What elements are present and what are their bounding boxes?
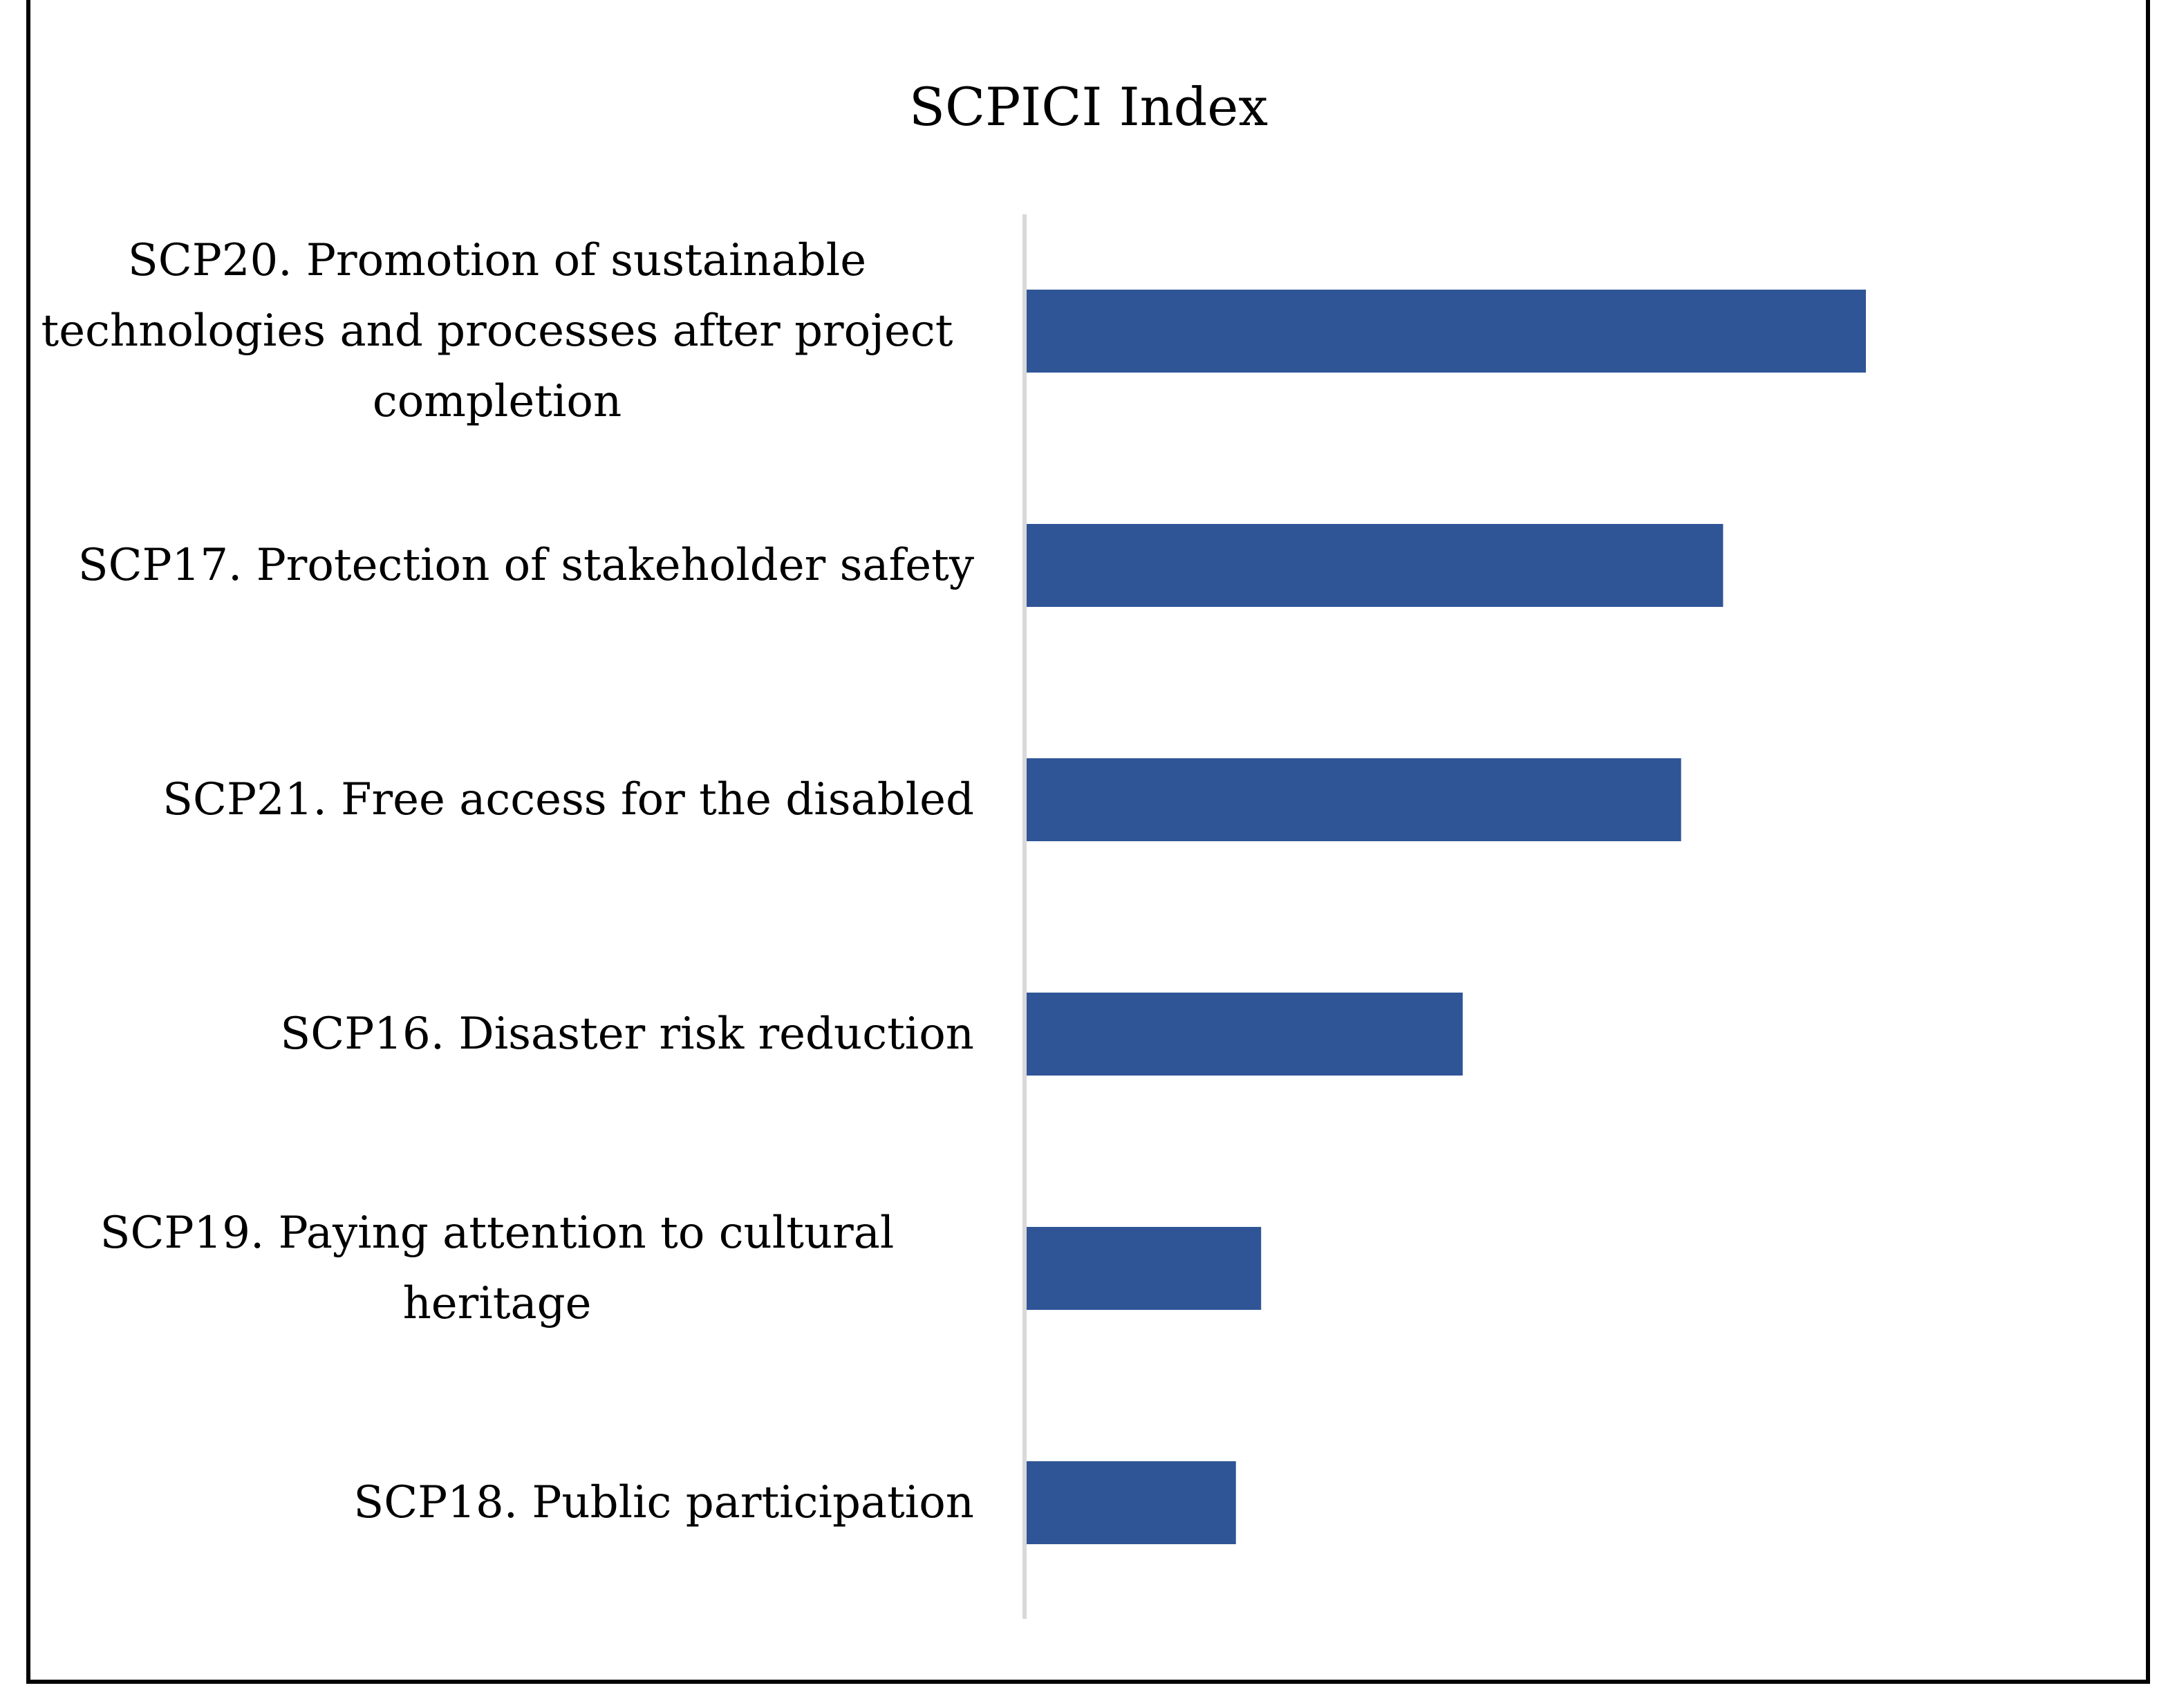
bar [1026, 1461, 1236, 1544]
category-label: SCP18. Public participation [20, 1467, 974, 1538]
category-label-line: SCP17. Protection of stakeholder safety [77, 540, 974, 591]
category-label-line: completion [372, 376, 622, 427]
bar [1026, 290, 1866, 373]
bar [1026, 993, 1463, 1076]
bar [1026, 524, 1723, 607]
category-label: SCP19. Paying attention to cultural herit… [20, 1198, 974, 1339]
category-label-line: SCP19. Paying attention to cultural [100, 1208, 895, 1259]
category-label-line: SCP21. Free access for the disabled [162, 774, 974, 825]
chart-frame [26, 0, 2150, 1684]
category-label-line: SCP20. Promotion of sustainable [127, 235, 867, 286]
category-label-line: SCP16. Disaster risk reduction [280, 1008, 974, 1060]
category-label-line: technologies and processes after project [41, 306, 953, 357]
chart-title: SCPICI Index [908, 76, 1269, 138]
category-label: SCP21. Free access for the disabled [20, 764, 974, 835]
category-label-line: heritage [402, 1278, 592, 1329]
category-label: SCP20. Promotion of sustainable technolog… [20, 225, 974, 437]
bar [1026, 1227, 1262, 1310]
category-label: SCP16. Disaster risk reduction [20, 999, 974, 1069]
category-label: SCP17. Protection of stakeholder safety [20, 530, 974, 601]
category-label-line: SCP18. Public participation [353, 1477, 974, 1528]
bar [1026, 758, 1681, 841]
